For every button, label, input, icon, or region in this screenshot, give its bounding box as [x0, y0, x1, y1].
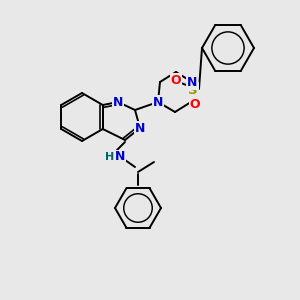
Text: N: N [187, 76, 197, 88]
Text: S: S [188, 83, 198, 97]
Text: N: N [115, 151, 125, 164]
Text: N: N [113, 95, 123, 109]
Text: O: O [190, 98, 200, 110]
Text: H: H [105, 152, 115, 162]
Text: N: N [135, 122, 145, 134]
Text: N: N [153, 95, 163, 109]
Text: O: O [171, 74, 181, 86]
